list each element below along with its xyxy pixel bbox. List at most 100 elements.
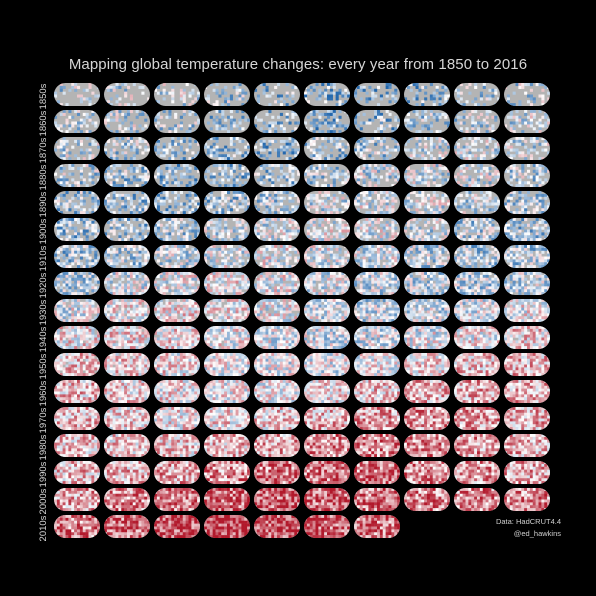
- chart-title: Mapping global temperature changes: ever…: [68, 56, 528, 73]
- year-map-1852: [154, 83, 200, 106]
- year-map-1882: [154, 164, 200, 187]
- year-map-1935: [304, 299, 350, 322]
- year-map-1896: [354, 191, 400, 214]
- year-map-1927: [404, 272, 450, 295]
- year-map-1981: [104, 434, 150, 457]
- year-map-1985: [304, 434, 350, 457]
- year-map-1883: [204, 164, 250, 187]
- year-map-2008: [454, 488, 500, 511]
- decade-label: 1930s: [38, 299, 49, 326]
- year-map-1941: [104, 326, 150, 349]
- year-map-1962: [154, 380, 200, 403]
- year-map-1999: [504, 461, 550, 484]
- year-map-1955: [304, 353, 350, 376]
- year-map-1855: [304, 83, 350, 106]
- year-map-2007: [404, 488, 450, 511]
- year-map-1871: [104, 137, 150, 160]
- year-map-1967: [404, 380, 450, 403]
- year-map-1987: [404, 434, 450, 457]
- year-map-1886: [354, 164, 400, 187]
- year-map-1904: [254, 218, 300, 241]
- year-map-1943: [204, 326, 250, 349]
- year-map-1933: [204, 299, 250, 322]
- year-map-1996: [354, 461, 400, 484]
- year-map-1913: [204, 245, 250, 268]
- year-map-1859: [504, 83, 550, 106]
- year-map-1870: [54, 137, 100, 160]
- year-map-1898: [454, 191, 500, 214]
- decade-label: 1860s: [38, 110, 49, 137]
- year-map-2002: [154, 488, 200, 511]
- year-map-1915: [304, 245, 350, 268]
- year-map-1879: [504, 137, 550, 160]
- decade-label: 1880s: [38, 164, 49, 191]
- decade-label: 1920s: [38, 272, 49, 299]
- year-map-1858: [454, 83, 500, 106]
- year-map-1851: [104, 83, 150, 106]
- decade-label: 1940s: [38, 326, 49, 353]
- year-map-1936: [354, 299, 400, 322]
- year-map-1868: [454, 110, 500, 133]
- year-map-1938: [454, 299, 500, 322]
- year-map-1973: [204, 407, 250, 430]
- year-map-1889: [504, 164, 550, 187]
- year-map-1942: [154, 326, 200, 349]
- year-map-1947: [404, 326, 450, 349]
- year-map-1857: [404, 83, 450, 106]
- year-map-1916: [354, 245, 400, 268]
- year-map-1976: [354, 407, 400, 430]
- year-map-1874: [254, 137, 300, 160]
- decade-label: 2000s: [38, 488, 49, 515]
- decade-label: 1980s: [38, 434, 49, 461]
- year-map-1946: [354, 326, 400, 349]
- year-map-1991: [104, 461, 150, 484]
- year-map-1877: [404, 137, 450, 160]
- year-map-1984: [254, 434, 300, 457]
- year-map-1850: [54, 83, 100, 106]
- year-map-1865: [304, 110, 350, 133]
- year-map-1950: [54, 353, 100, 376]
- year-map-2003: [204, 488, 250, 511]
- year-map-1930: [54, 299, 100, 322]
- year-map-1977: [404, 407, 450, 430]
- year-map-1994: [254, 461, 300, 484]
- year-map-1944: [254, 326, 300, 349]
- year-map-1891: [104, 191, 150, 214]
- year-map-1995: [304, 461, 350, 484]
- year-map-1892: [154, 191, 200, 214]
- decade-label: 1950s: [38, 353, 49, 380]
- year-map-2000: [54, 488, 100, 511]
- year-map-1863: [204, 110, 250, 133]
- year-map-2015: [304, 515, 350, 538]
- year-map-1937: [404, 299, 450, 322]
- year-map-1910: [54, 245, 100, 268]
- year-map-1945: [304, 326, 350, 349]
- year-map-1971: [104, 407, 150, 430]
- year-map-1911: [104, 245, 150, 268]
- year-map-1866: [354, 110, 400, 133]
- data-source-credit: Data: HadCRUT4.4: [495, 517, 561, 526]
- year-map-1925: [304, 272, 350, 295]
- year-map-1914: [254, 245, 300, 268]
- year-map-1921: [104, 272, 150, 295]
- year-map-1895: [304, 191, 350, 214]
- decade-label: 1850s: [38, 83, 49, 110]
- year-map-1919: [504, 245, 550, 268]
- year-map-1983: [204, 434, 250, 457]
- year-map-1974: [254, 407, 300, 430]
- year-map-1854: [254, 83, 300, 106]
- decade-label: 2010s: [38, 515, 49, 542]
- year-map-1893: [204, 191, 250, 214]
- year-map-1956: [354, 353, 400, 376]
- year-map-2001: [104, 488, 150, 511]
- year-map-2005: [304, 488, 350, 511]
- decade-label: 1900s: [38, 218, 49, 245]
- year-map-1905: [304, 218, 350, 241]
- decade-label: 1990s: [38, 461, 49, 488]
- year-map-1920: [54, 272, 100, 295]
- year-map-1918: [454, 245, 500, 268]
- year-map-1970: [54, 407, 100, 430]
- year-map-1864: [254, 110, 300, 133]
- year-map-1954: [254, 353, 300, 376]
- year-map-2009: [504, 488, 550, 511]
